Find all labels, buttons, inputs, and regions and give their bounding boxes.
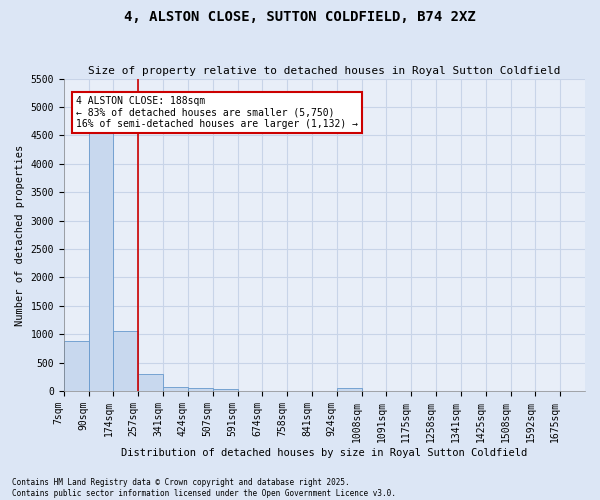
Bar xyxy=(113,332,138,391)
Text: 4, ALSTON CLOSE, SUTTON COLDFIELD, B74 2XZ: 4, ALSTON CLOSE, SUTTON COLDFIELD, B74 2… xyxy=(124,10,476,24)
Y-axis label: Number of detached properties: Number of detached properties xyxy=(15,144,25,326)
Bar xyxy=(138,374,163,391)
Bar xyxy=(188,388,212,391)
Bar xyxy=(64,342,89,391)
Bar xyxy=(337,388,362,391)
Bar xyxy=(163,387,188,391)
Text: 4 ALSTON CLOSE: 188sqm
← 83% of detached houses are smaller (5,750)
16% of semi-: 4 ALSTON CLOSE: 188sqm ← 83% of detached… xyxy=(76,96,358,129)
Bar xyxy=(89,132,113,391)
Title: Size of property relative to detached houses in Royal Sutton Coldfield: Size of property relative to detached ho… xyxy=(88,66,560,76)
X-axis label: Distribution of detached houses by size in Royal Sutton Coldfield: Distribution of detached houses by size … xyxy=(121,448,527,458)
Text: Contains HM Land Registry data © Crown copyright and database right 2025.
Contai: Contains HM Land Registry data © Crown c… xyxy=(12,478,396,498)
Bar xyxy=(212,389,238,391)
